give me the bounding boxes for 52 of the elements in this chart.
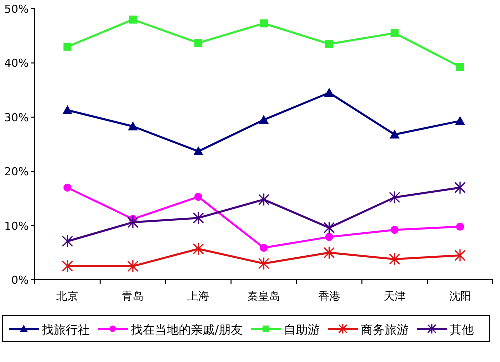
point xyxy=(324,246,336,260)
point xyxy=(454,181,466,194)
point xyxy=(64,42,72,51)
point xyxy=(260,20,268,28)
point xyxy=(129,16,138,24)
point xyxy=(128,260,139,274)
point xyxy=(325,40,334,48)
x-tick-label: 北京 xyxy=(56,290,79,303)
legend-label: 商务旅游 xyxy=(361,323,410,337)
point xyxy=(389,191,400,204)
point xyxy=(64,184,72,192)
point xyxy=(62,234,74,248)
legend-label: 找旅行社 xyxy=(41,323,90,337)
point xyxy=(194,146,204,156)
legend-label: 找在当地的亲戚/朋友 xyxy=(130,323,244,337)
point xyxy=(324,221,336,235)
point xyxy=(324,88,334,98)
point xyxy=(192,242,204,256)
x-tick-label: 青岛 xyxy=(122,290,144,303)
point xyxy=(62,105,73,114)
x-tick-label: 秦皇岛 xyxy=(248,290,280,303)
y-tick-label: 0% xyxy=(12,274,29,287)
x-tick-label: 沈阳 xyxy=(449,290,472,303)
x-tick-label: 香港 xyxy=(318,290,340,303)
point xyxy=(62,260,74,274)
point xyxy=(260,244,268,252)
point xyxy=(455,116,466,126)
y-tick-label: 20% xyxy=(4,166,29,179)
y-tick-label: 10% xyxy=(4,220,29,233)
x-tick-label: 天津 xyxy=(384,290,406,303)
legend-label: 自助游 xyxy=(284,323,320,337)
x-tick-label: 上海 xyxy=(188,290,210,303)
point xyxy=(258,257,270,270)
point xyxy=(194,193,203,202)
y-tick-label: 40% xyxy=(4,57,29,70)
point xyxy=(454,249,466,262)
point xyxy=(390,29,399,38)
point xyxy=(390,130,400,139)
point xyxy=(259,115,269,124)
legend-label: 其他 xyxy=(450,323,474,337)
point xyxy=(194,39,203,48)
point xyxy=(456,62,464,71)
y-tick-label: 30% xyxy=(4,111,29,124)
point xyxy=(128,216,139,230)
point xyxy=(325,233,334,242)
point xyxy=(390,226,399,234)
point xyxy=(192,212,204,225)
point xyxy=(128,122,138,131)
point xyxy=(389,252,400,266)
point xyxy=(456,222,464,231)
y-tick-label: 50% xyxy=(4,3,29,16)
point xyxy=(258,193,270,206)
